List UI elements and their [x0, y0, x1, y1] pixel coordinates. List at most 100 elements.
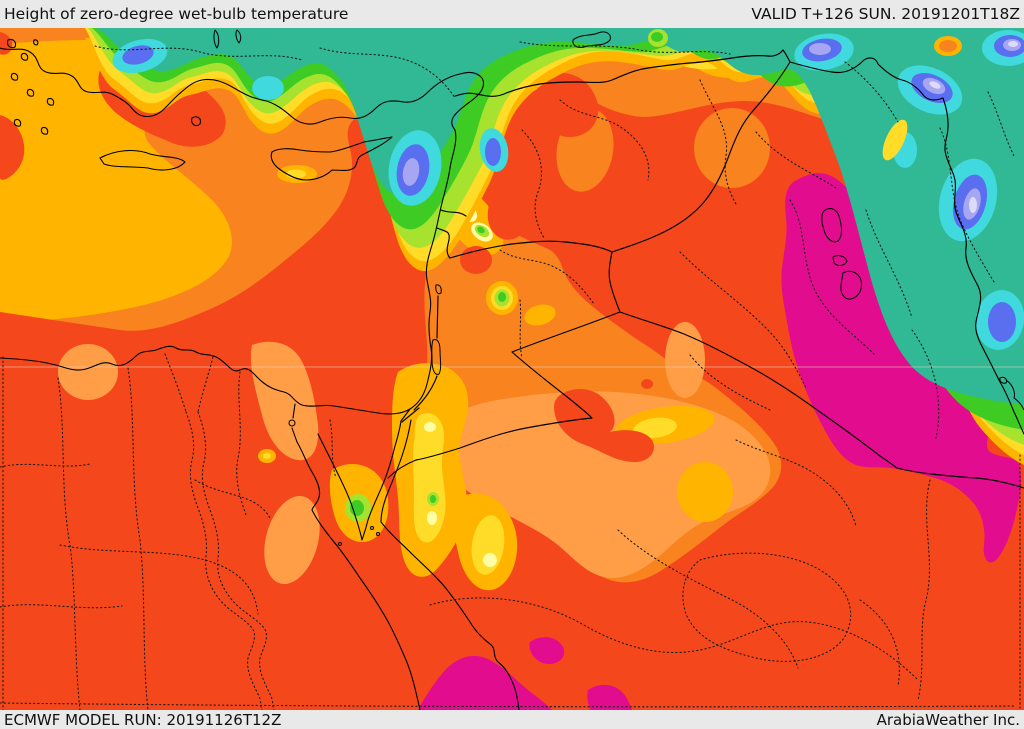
pale-lavender-dot-ne	[1008, 41, 1018, 47]
bitter-lakes	[288, 419, 296, 427]
admin-line	[94, 45, 303, 61]
footer-bar: ECMWF MODEL RUN: 20191126T12Z ArabiaWeat…	[0, 710, 1024, 729]
green-dot-north-syria	[651, 32, 663, 42]
islet	[338, 542, 342, 546]
admin-line	[679, 251, 807, 389]
admin-line	[789, 199, 877, 357]
admin-line	[519, 41, 731, 55]
valid-time-label: VALID T+126 SUN. 20191201T18Z	[751, 5, 1020, 23]
blue-blob-amanus	[485, 138, 501, 166]
admin-line	[755, 131, 837, 189]
border-syria-iraq	[611, 61, 791, 253]
lavender-core-e-anatolia	[809, 43, 831, 55]
pale-lavender-dot-zagros	[969, 197, 977, 213]
border-jordan-river	[436, 295, 439, 339]
magenta-region-iraq	[781, 173, 1021, 563]
cyan-blob-taurus	[252, 76, 284, 100]
admin-line	[319, 47, 456, 99]
yellow-core-cyprus	[286, 169, 306, 179]
yellow-dot-egypt	[263, 453, 271, 459]
map-title: Height of zero-degree wet-bulb temperatu…	[4, 5, 349, 23]
magenta-region-red-sea-south	[418, 655, 552, 710]
island	[33, 39, 39, 46]
islet	[376, 532, 380, 536]
admin-line	[939, 127, 995, 283]
sea-of-galilee	[435, 284, 442, 295]
admin-nile-east	[197, 411, 275, 710]
lake-habbaniyah	[832, 255, 848, 266]
dead-sea	[431, 339, 442, 375]
admin-line	[559, 99, 650, 181]
coastline-cyprus	[270, 136, 393, 181]
yellow-streak-zagros-edge	[882, 119, 908, 161]
coastline-turkey-levant-egypt	[0, 71, 485, 415]
pale-lavender-dot-north	[929, 81, 941, 89]
admin-line	[911, 329, 940, 439]
lake-tharthar	[821, 208, 842, 243]
admin-line	[699, 79, 737, 205]
magenta-tail-bottom	[587, 684, 632, 710]
red-patch-left-edge	[0, 115, 25, 180]
admin-line	[521, 129, 545, 239]
admin-line	[236, 371, 247, 516]
lake-assad	[572, 31, 611, 48]
amber-region-west	[0, 39, 233, 322]
green-core-lebanon-2	[477, 226, 485, 234]
admin-line	[59, 544, 259, 615]
border-lebanon	[436, 209, 467, 259]
border-israel-egypt	[401, 407, 420, 423]
magenta-dot-saudi	[843, 448, 853, 456]
coastline-sinai-east-aqaba	[361, 408, 411, 541]
coastline-suez-canal	[291, 403, 298, 443]
island	[10, 72, 19, 81]
red-patch-homs	[487, 184, 533, 240]
orange-spot-in-band	[939, 40, 957, 52]
admin-line	[617, 529, 799, 669]
brand-label: ArabiaWeather Inc.	[876, 710, 1020, 729]
amber-patch-saudi-2	[677, 462, 733, 522]
admin-line	[429, 597, 919, 681]
green-dot-jordan-band	[430, 495, 436, 503]
admin-line	[689, 354, 771, 411]
admin-line	[0, 604, 123, 609]
red-sea-islets	[338, 526, 380, 546]
admin-line	[844, 61, 899, 123]
island	[26, 88, 35, 97]
admin-nile-west	[185, 411, 263, 710]
admin-boundaries	[0, 41, 1021, 710]
magenta-blob-tabuk-south	[529, 637, 565, 664]
border-jordan-iraq	[608, 251, 621, 313]
yellow-core-jordan-band	[413, 413, 446, 543]
red-dot-east-jordan	[641, 379, 653, 389]
admin-line	[917, 479, 931, 701]
pale-yellow-dot-jordan-1	[424, 422, 436, 432]
light-orange-patch-east-egypt	[250, 341, 319, 461]
lavender-core-sw-taurus	[402, 158, 420, 186]
coastline-gulf-of-suez-west	[296, 441, 421, 710]
admin-line	[197, 356, 214, 413]
admin-line	[329, 419, 337, 479]
aegean-islands	[7, 38, 55, 135]
admin-line	[682, 552, 852, 662]
island	[7, 38, 17, 49]
island	[13, 118, 22, 127]
island-crete	[99, 149, 186, 171]
pale-yellow-dot-jordan-2	[427, 511, 437, 525]
admin-line	[0, 702, 1016, 708]
light-orange-lobe-east-jordan	[665, 322, 705, 398]
admin-line	[519, 299, 523, 359]
border-iraq-saudi	[619, 311, 1024, 489]
pale-yellow-dot-tabuk	[483, 553, 497, 567]
blue-blob-w-anatolia	[122, 45, 154, 65]
border-syria-jordan	[449, 240, 613, 259]
admin-line	[164, 353, 187, 413]
admin-line	[865, 209, 913, 319]
model-run-label: ECMWF MODEL RUN: 20191126T12Z	[4, 710, 282, 729]
amber-spot-east-jordan	[524, 304, 556, 326]
coastline-aegean-turkey	[0, 47, 131, 107]
hawr-lake	[999, 376, 1007, 384]
islet	[370, 526, 374, 530]
green-core-jordan-spot	[498, 292, 506, 302]
border-jordan-saudi	[387, 311, 621, 479]
lake-sw-turkey-2	[235, 29, 242, 44]
